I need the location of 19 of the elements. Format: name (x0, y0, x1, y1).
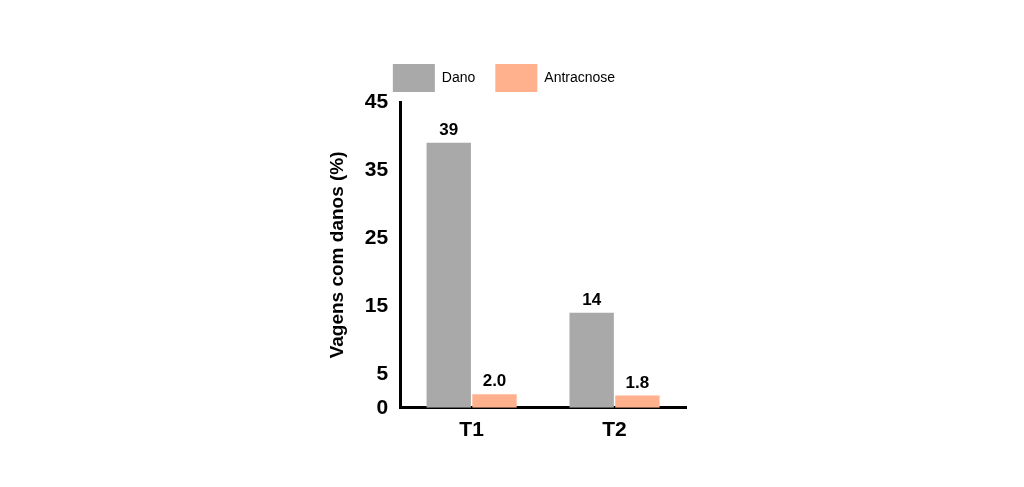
y-tick-label: 5 (376, 360, 389, 384)
data-label: 1.8 (625, 372, 650, 392)
y-axis-title: Vagens com danos (%) (325, 151, 347, 359)
data-label: 2.0 (482, 371, 507, 391)
data-label: 39 (439, 119, 459, 139)
data-label: 14 (582, 289, 602, 309)
y-tick-label: 45 (364, 88, 389, 112)
y-tick-label: 15 (364, 292, 389, 316)
bar (615, 395, 660, 408)
bar (472, 394, 517, 408)
legend-label: Dano (441, 68, 476, 85)
y-tick-label: 0 (376, 394, 389, 418)
legend-label: Antracnose (544, 68, 616, 85)
bar (569, 312, 614, 408)
x-tick-label: T1 (459, 417, 485, 441)
bar (426, 142, 471, 408)
x-tick-label: T2 (602, 417, 627, 441)
y-tick-label: 35 (364, 156, 389, 180)
y-tick-label: 25 (364, 224, 389, 248)
